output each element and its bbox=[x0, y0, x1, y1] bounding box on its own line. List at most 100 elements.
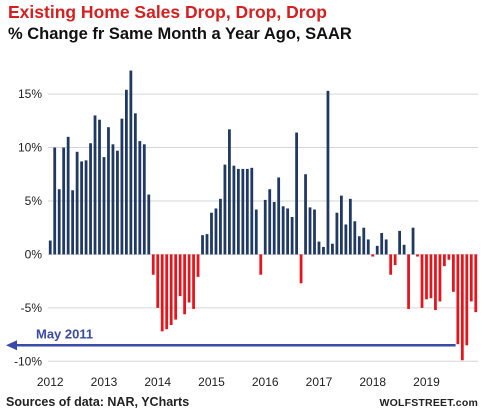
bar bbox=[133, 113, 137, 255]
bar bbox=[384, 239, 388, 255]
bar bbox=[160, 254, 164, 332]
bar bbox=[116, 150, 119, 255]
brand-logo: WOLFSTREET.com bbox=[379, 397, 478, 409]
bar bbox=[210, 212, 213, 255]
x-tick-label: 2013 bbox=[91, 375, 118, 389]
bar bbox=[93, 115, 97, 255]
bar bbox=[66, 136, 70, 255]
bar bbox=[107, 127, 110, 255]
bar bbox=[460, 254, 464, 361]
bar bbox=[183, 254, 187, 315]
bar bbox=[434, 254, 437, 310]
bar bbox=[223, 164, 227, 255]
bars bbox=[48, 70, 478, 361]
bar bbox=[125, 89, 128, 255]
bar bbox=[53, 147, 57, 255]
bar bbox=[389, 254, 393, 275]
bar bbox=[268, 189, 272, 255]
annotation-label: May 2011 bbox=[36, 326, 93, 341]
bar bbox=[192, 254, 195, 309]
bar bbox=[286, 208, 290, 255]
bar bbox=[335, 212, 339, 255]
bar bbox=[151, 254, 155, 275]
bar bbox=[407, 254, 410, 309]
bar bbox=[438, 254, 442, 302]
bar bbox=[474, 254, 478, 313]
bar bbox=[326, 90, 330, 255]
bar bbox=[398, 230, 402, 255]
annotation: May 2011 bbox=[6, 326, 456, 351]
x-tick-label: 2018 bbox=[359, 375, 386, 389]
bar bbox=[156, 254, 160, 308]
bar bbox=[290, 217, 294, 255]
bar bbox=[57, 189, 61, 255]
bar bbox=[201, 235, 204, 255]
bar bbox=[62, 147, 66, 255]
chart-title: Existing Home Sales Drop, Drop, Drop bbox=[8, 2, 327, 22]
bar bbox=[402, 244, 406, 255]
bar bbox=[232, 165, 236, 255]
bar bbox=[322, 246, 325, 255]
bar bbox=[89, 143, 92, 255]
source-note: Sources of data: NAR, YCharts bbox=[6, 395, 190, 409]
bar bbox=[120, 118, 124, 255]
bar bbox=[169, 254, 173, 325]
bar bbox=[308, 207, 312, 255]
bar bbox=[245, 168, 249, 255]
x-tick-label: 2014 bbox=[144, 375, 171, 389]
bar bbox=[295, 132, 298, 255]
chart-subtitle: % Change fr Same Month a Year Ago, SAAR bbox=[8, 25, 352, 43]
bar bbox=[425, 254, 428, 300]
bar bbox=[84, 160, 88, 255]
bar bbox=[241, 168, 245, 255]
bar bbox=[331, 243, 334, 255]
bar bbox=[205, 234, 209, 255]
bar bbox=[281, 206, 285, 255]
bar bbox=[254, 209, 258, 255]
bar bbox=[299, 254, 303, 284]
bar bbox=[277, 177, 281, 255]
bar bbox=[263, 199, 267, 255]
bar bbox=[187, 254, 191, 303]
bar bbox=[456, 254, 460, 345]
bar bbox=[348, 198, 352, 255]
bar bbox=[250, 167, 254, 255]
bar bbox=[111, 144, 115, 255]
x-tick-label: 2019 bbox=[413, 375, 440, 389]
bar bbox=[411, 227, 415, 255]
bar bbox=[98, 119, 101, 255]
bar bbox=[165, 254, 169, 330]
bar bbox=[443, 254, 446, 267]
bar bbox=[178, 254, 182, 297]
x-tick-label: 2017 bbox=[306, 375, 333, 389]
bar bbox=[451, 254, 455, 292]
bar bbox=[465, 254, 469, 346]
bar bbox=[214, 208, 218, 255]
bar bbox=[313, 209, 316, 255]
bar bbox=[48, 240, 52, 255]
arrow-head-icon bbox=[6, 340, 17, 351]
bar bbox=[147, 194, 151, 255]
bar bbox=[219, 198, 222, 255]
y-tick-label: -5% bbox=[21, 301, 43, 315]
bar bbox=[344, 224, 348, 255]
bar bbox=[236, 168, 240, 255]
bar bbox=[102, 157, 106, 255]
bar bbox=[259, 254, 263, 275]
bar bbox=[340, 195, 343, 255]
bar bbox=[366, 239, 370, 255]
y-tick-label: 5% bbox=[25, 194, 43, 208]
bar bbox=[75, 151, 79, 255]
bar bbox=[272, 202, 276, 255]
bar bbox=[362, 227, 366, 255]
bar bbox=[420, 254, 424, 308]
bar bbox=[80, 161, 83, 255]
axes: 15% 10% 5% 0% -5% -10% 2012 2013 2014 2015 2016 201… bbox=[14, 87, 440, 389]
bar bbox=[228, 129, 231, 255]
bar bbox=[129, 70, 133, 255]
bar bbox=[357, 236, 361, 255]
y-tick-label: 15% bbox=[18, 87, 42, 101]
bar bbox=[469, 254, 473, 302]
bar bbox=[71, 190, 75, 255]
